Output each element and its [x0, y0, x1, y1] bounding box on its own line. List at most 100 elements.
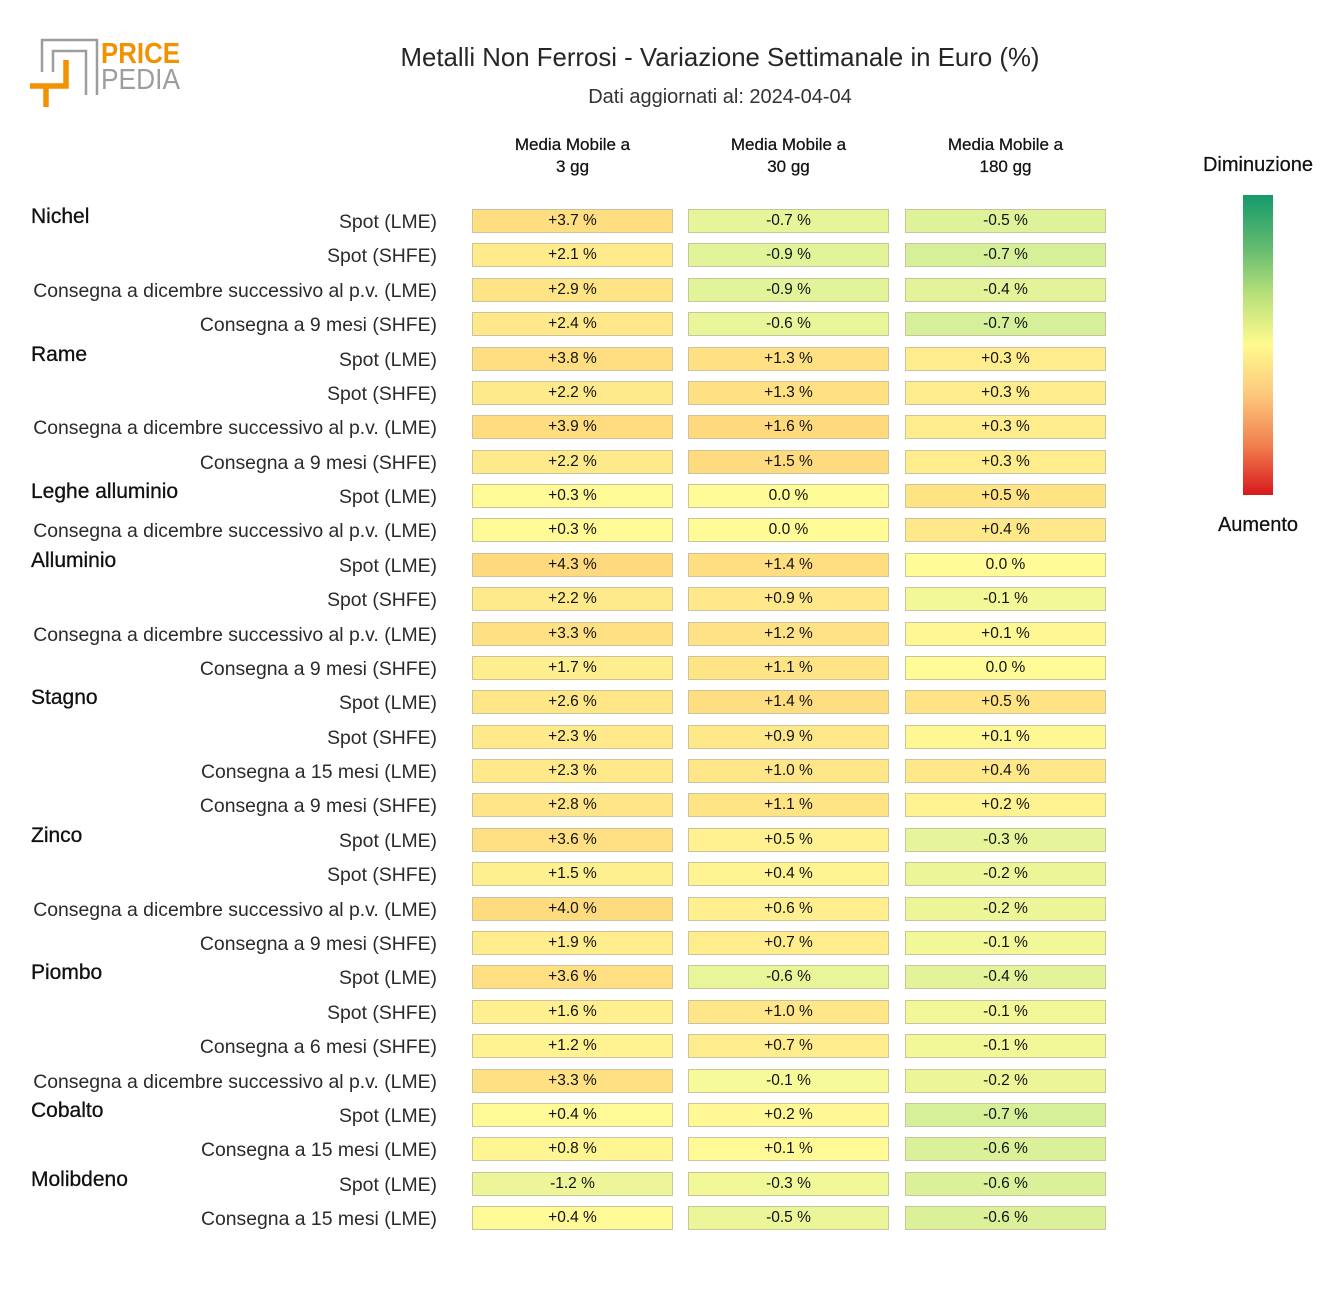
heatmap-cell: +0.3 %	[905, 449, 1106, 474]
heatmap-cell: -0.2 %	[905, 896, 1106, 921]
chart-title: Metalli Non Ferrosi - Variazione Settima…	[400, 44, 1040, 72]
row-label: Spot (LME)	[338, 554, 437, 577]
heatmap-cell: -0.6 %	[905, 1171, 1106, 1196]
row-label: Spot (LME)	[338, 1173, 437, 1196]
row-label: Spot (LME)	[338, 486, 437, 509]
row-label: Consegna a dicembre successivo al p.v. (…	[33, 279, 437, 302]
row-label: Spot (LME)	[338, 348, 437, 371]
row-label: Spot (LME)	[338, 829, 437, 852]
logo-word-pedia: PEDIA	[101, 64, 181, 96]
heatmap-cell: -0.3 %	[905, 827, 1106, 852]
heatmap-cell: -0.6 %	[688, 965, 889, 990]
heatmap-cell: -0.9 %	[688, 243, 889, 268]
heatmap-cell: +1.6 %	[472, 999, 673, 1024]
heatmap-cell: +1.3 %	[688, 380, 889, 405]
row-label: Consegna a 9 mesi (SHFE)	[199, 451, 437, 474]
heatmap-cell: +4.0 %	[472, 896, 673, 921]
heatmap-cell: +1.2 %	[688, 621, 889, 646]
metal-group-label: Stagno	[31, 686, 98, 710]
heatmap-cell: +0.5 %	[905, 690, 1106, 715]
logo-word-price: PRICE	[101, 38, 180, 70]
row-label: Spot (SHFE)	[327, 726, 437, 749]
heatmap-cell: +0.3 %	[472, 484, 673, 509]
heatmap-cell: +3.6 %	[472, 827, 673, 852]
heatmap-cell: +0.7 %	[688, 930, 889, 955]
heatmap-cell: +0.2 %	[688, 1102, 889, 1127]
row-label: Consegna a 15 mesi (LME)	[200, 1139, 437, 1162]
heatmap-cell: -0.2 %	[905, 862, 1106, 887]
legend-color-bar	[1243, 195, 1273, 495]
column-header-line: 180 gg	[979, 157, 1032, 176]
heatmap-cell: +1.5 %	[472, 862, 673, 887]
heatmap-cell: -0.6 %	[905, 1137, 1106, 1162]
row-label: Consegna a 9 mesi (SHFE)	[199, 932, 437, 955]
heatmap-cell: +2.2 %	[472, 380, 673, 405]
legend-bottom-label: Aumento	[1217, 514, 1299, 536]
heatmap-cell: 0.0 %	[688, 518, 889, 543]
heatmap-cell: +3.8 %	[472, 346, 673, 371]
column-header-line: 30 gg	[767, 157, 810, 176]
heatmap-cell: +1.2 %	[472, 1034, 673, 1059]
heatmap-cell: +2.2 %	[472, 587, 673, 612]
heatmap-cell: +2.3 %	[472, 759, 673, 784]
heatmap-cell: -0.3 %	[688, 1171, 889, 1196]
heatmap-cell: +0.9 %	[688, 724, 889, 749]
heatmap-cell: +1.9 %	[472, 930, 673, 955]
heatmap-cell: -0.7 %	[905, 1102, 1106, 1127]
heatmap-cell: +0.6 %	[688, 896, 889, 921]
heatmap-cell: -0.7 %	[688, 209, 889, 233]
chart-subtitle: Dati aggiornati al: 2024-04-04	[588, 86, 852, 108]
metal-group-label: Zinco	[31, 823, 83, 847]
heatmap-cell: +1.1 %	[688, 655, 889, 680]
row-label: Spot (SHFE)	[327, 1001, 437, 1024]
heatmap-cell: -0.1 %	[905, 930, 1106, 955]
heatmap-cell: +0.3 %	[472, 518, 673, 543]
heatmap-cell: -0.9 %	[688, 277, 889, 302]
column-header-180gg: Media Mobile a 180 gg	[905, 134, 1106, 178]
row-label: Spot (SHFE)	[327, 589, 437, 612]
legend-top-label: Diminuzione	[1202, 154, 1314, 176]
heatmap-cell: +1.5 %	[688, 449, 889, 474]
heatmap-cell: +0.3 %	[905, 415, 1106, 440]
heatmap-cell: +0.5 %	[905, 484, 1106, 509]
heatmap-cell: -0.6 %	[905, 1206, 1106, 1231]
heatmap-cell: +0.3 %	[905, 380, 1106, 405]
metal-group-label: Piombo	[31, 961, 103, 985]
heatmap-cell: +0.2 %	[905, 793, 1106, 818]
heatmap-cell: -0.7 %	[905, 312, 1106, 337]
logo-mark-icon	[30, 38, 99, 107]
metal-group-label: Leghe alluminio	[31, 480, 179, 504]
row-label: Spot (LME)	[338, 692, 437, 715]
heatmap-cell: -0.2 %	[905, 1068, 1106, 1093]
heatmap-cell: -1.2 %	[472, 1171, 673, 1196]
row-label: Spot (LME)	[338, 1104, 437, 1127]
heatmap-cell: +2.9 %	[472, 277, 673, 302]
heatmap-cell: +0.4 %	[905, 759, 1106, 784]
heatmap-cell: +3.3 %	[472, 1068, 673, 1093]
row-label: Consegna a 9 mesi (SHFE)	[199, 314, 437, 337]
row-label: Spot (SHFE)	[327, 864, 437, 887]
heatmap-cell: -0.5 %	[688, 1206, 889, 1231]
metal-group-label: Molibdeno	[31, 1167, 128, 1191]
heatmap-cell: +0.4 %	[688, 862, 889, 887]
heatmap-cell: +0.7 %	[688, 1034, 889, 1059]
row-label: Consegna a 6 mesi (SHFE)	[199, 1036, 437, 1059]
heatmap-cell: +0.4 %	[472, 1102, 673, 1127]
heatmap-cell: +1.3 %	[688, 346, 889, 371]
heatmap-cell: +3.6 %	[472, 965, 673, 990]
row-label: Consegna a dicembre successivo al p.v. (…	[33, 898, 437, 921]
metal-group-label: Nichel	[31, 205, 90, 228]
column-header-line: Media Mobile a	[730, 135, 847, 154]
heatmap-cell: +0.4 %	[905, 518, 1106, 543]
heatmap-cell: +2.6 %	[472, 690, 673, 715]
heatmap-cell: -0.7 %	[905, 243, 1106, 268]
heatmap-cell: +2.3 %	[472, 724, 673, 749]
row-label: Consegna a 9 mesi (SHFE)	[199, 657, 437, 680]
heatmap-cell: +1.7 %	[472, 655, 673, 680]
row-label: Consegna a dicembre successivo al p.v. (…	[33, 417, 437, 440]
heatmap-cell: 0.0 %	[905, 655, 1106, 680]
row-label: Spot (SHFE)	[327, 382, 437, 405]
heatmap-cell: +2.4 %	[472, 312, 673, 337]
